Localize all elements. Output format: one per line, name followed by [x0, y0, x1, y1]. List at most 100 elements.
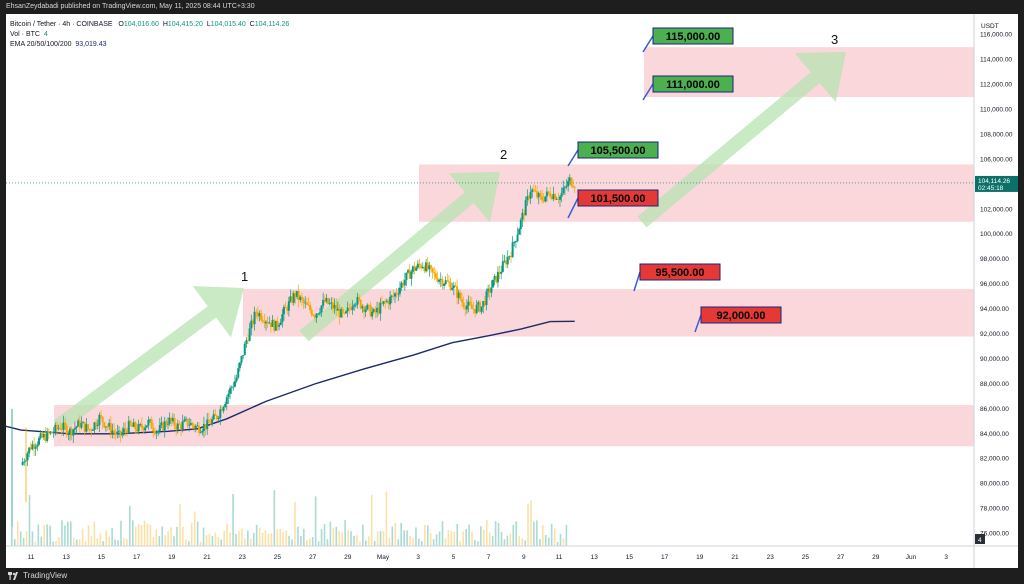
volume-bar [173, 536, 175, 546]
candle-body [542, 199, 545, 202]
volume-bar [208, 533, 211, 546]
wave-label-3: 3 [831, 32, 838, 47]
volume-bar [155, 529, 158, 546]
candle-body [374, 309, 377, 313]
level-label: 111,000.00 [666, 79, 720, 91]
candle-body [439, 279, 442, 280]
candle-body [209, 422, 212, 425]
candle-body [108, 422, 111, 427]
candle-body [212, 414, 215, 420]
volume-bar [241, 528, 243, 546]
legend-ema-value: 93,019.43 [75, 41, 107, 48]
candle-body [549, 193, 552, 197]
candle-body [405, 272, 408, 280]
candle-body [191, 422, 194, 426]
price-chart[interactable]: 115,000.00 111,000.00 105,500.00 101,500.00… [6, 14, 1018, 568]
volume-bar [235, 533, 237, 546]
volume-bar [49, 525, 51, 546]
x-tick-label: 7 [487, 554, 491, 561]
volume-bar [441, 521, 444, 546]
candle-body [421, 266, 424, 268]
legend-volume-label[interactable]: Vol · BTC [10, 31, 40, 38]
candle-body [193, 425, 196, 429]
legend-open-value: 104,016.60 [123, 21, 159, 28]
volume-bar [483, 529, 485, 546]
legend-close-value: 104,114.26 [254, 21, 290, 28]
candle-body [235, 377, 238, 382]
candle-body [482, 301, 485, 307]
candle-body [315, 313, 318, 318]
candle-body [304, 302, 307, 304]
candle-body [514, 241, 517, 243]
volume-bar [553, 528, 556, 546]
candle-body [39, 433, 42, 439]
volume-bar [261, 532, 264, 546]
volume-bar [462, 531, 464, 546]
candle-body [62, 422, 65, 430]
candle-body [245, 340, 248, 344]
x-tick-label: 19 [168, 554, 176, 561]
candle-body [144, 427, 147, 431]
volume-bar [84, 541, 87, 546]
legend-ema-label[interactable]: EMA 20/50/100/200 [10, 41, 72, 48]
volume-bar [459, 541, 461, 546]
candle-body [232, 386, 235, 388]
legend-symbol[interactable]: Bitcoin / Tether · 4h · COINBASE [10, 21, 113, 28]
volume-bar [524, 540, 526, 546]
volume-bar [406, 530, 408, 546]
tradingview-logo-icon [8, 571, 18, 580]
candle-body [402, 282, 405, 286]
volume-bar [193, 511, 196, 546]
volume-bar [338, 531, 341, 546]
candle-body [354, 304, 357, 306]
volume-bar [488, 532, 491, 546]
y-tick-label: 116,000.00 [980, 32, 1012, 39]
x-tick-label: 29 [344, 554, 352, 561]
volume-bar [429, 533, 432, 546]
chart-panel[interactable]: 115,000.00 111,000.00 105,500.00 101,500.00… [6, 14, 1018, 568]
candle-body [116, 431, 119, 435]
candle-body [260, 313, 263, 320]
volume-bar [494, 521, 497, 546]
volume-bar [255, 524, 258, 546]
volume-bar [31, 531, 34, 546]
candle-body [343, 312, 346, 314]
candle-body [217, 417, 220, 420]
volume-bar [220, 539, 223, 546]
volume-bar [444, 538, 447, 546]
candle-body [531, 189, 534, 193]
last-price-tag [975, 175, 1018, 192]
y-tick-label: 102,000.00 [980, 206, 1013, 213]
volume-bar [93, 521, 96, 546]
volume-bar [362, 524, 364, 546]
volume-bar [108, 536, 110, 546]
candle-body [464, 306, 467, 310]
candle-body [65, 425, 68, 435]
candle-body [114, 432, 117, 435]
candle-body [181, 421, 184, 430]
candle-body [572, 186, 575, 188]
footer-brand[interactable]: TradingView [23, 571, 68, 580]
candle-body [369, 305, 372, 317]
candle-body [222, 407, 225, 411]
candle-body [54, 424, 57, 433]
y-tick-label: 76,000.00 [980, 531, 1009, 538]
candle-body [470, 304, 473, 309]
volume-bar [102, 541, 105, 546]
volume-bar [474, 540, 476, 546]
volume-bar [58, 537, 60, 546]
candle-body [452, 285, 455, 289]
volume-bar [276, 529, 279, 546]
candle-body [434, 273, 437, 278]
candle-body [41, 433, 44, 438]
volume-bar [308, 538, 311, 546]
candle-body [557, 199, 560, 200]
volume-bar [152, 537, 155, 546]
y-tick-label: 114,000.00 [980, 57, 1012, 64]
candle-body [523, 212, 526, 216]
candle-body [67, 433, 70, 435]
candle-body [253, 311, 256, 325]
candle-body [367, 304, 370, 306]
candle-body [127, 420, 130, 433]
level-pointer [642, 83, 654, 101]
